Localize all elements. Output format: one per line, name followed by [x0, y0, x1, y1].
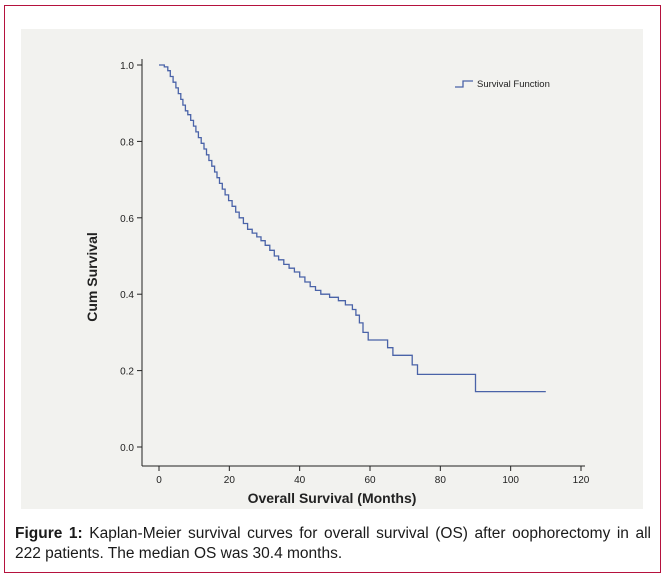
survival-chart: 0.0 0.2 0.4 0.6 0.8 1.0 0 20 40 60 80 100 120 Surviv… [84, 59, 590, 506]
caption-label: Figure 1: [15, 525, 83, 542]
y-tick-label: 0.4 [120, 290, 134, 301]
y-tick-label: 1.0 [120, 61, 134, 72]
x-tick-label: 60 [364, 475, 376, 486]
x-tick-label: 40 [294, 475, 306, 486]
legend-label: Survival Function [477, 79, 550, 90]
figure-frame: 0.0 0.2 0.4 0.6 0.8 1.0 0 20 40 60 80 100 120 Surviv… [4, 5, 661, 573]
x-tick-label: 80 [435, 475, 447, 486]
caption-text: Kaplan-Meier survival curves for overall… [15, 525, 651, 562]
legend-step-icon [455, 80, 473, 88]
plot-panel: 0.0 0.2 0.4 0.6 0.8 1.0 0 20 40 60 80 100 120 Surviv… [21, 29, 643, 509]
x-axis-label: Overall Survival (Months) [248, 490, 417, 506]
y-tick-label: 0.8 [120, 137, 134, 148]
legend: Survival Function [455, 79, 550, 90]
figure-caption: Figure 1: Kaplan-Meier survival curves f… [15, 524, 651, 564]
tick-labels: 0.0 0.2 0.4 0.6 0.8 1.0 0 20 40 60 80 100 120 [120, 61, 590, 486]
x-tick-label: 20 [224, 475, 236, 486]
survival-curve [159, 64, 546, 393]
x-tick-label: 120 [573, 475, 590, 486]
axes [137, 59, 585, 471]
x-tick-label: 100 [502, 475, 519, 486]
y-tick-label: 0.6 [120, 214, 134, 225]
y-tick-label: 0.0 [120, 443, 134, 454]
y-tick-label: 0.2 [120, 367, 134, 378]
x-tick-label: 0 [156, 475, 162, 486]
y-axis-label: Cum Survival [84, 232, 100, 321]
